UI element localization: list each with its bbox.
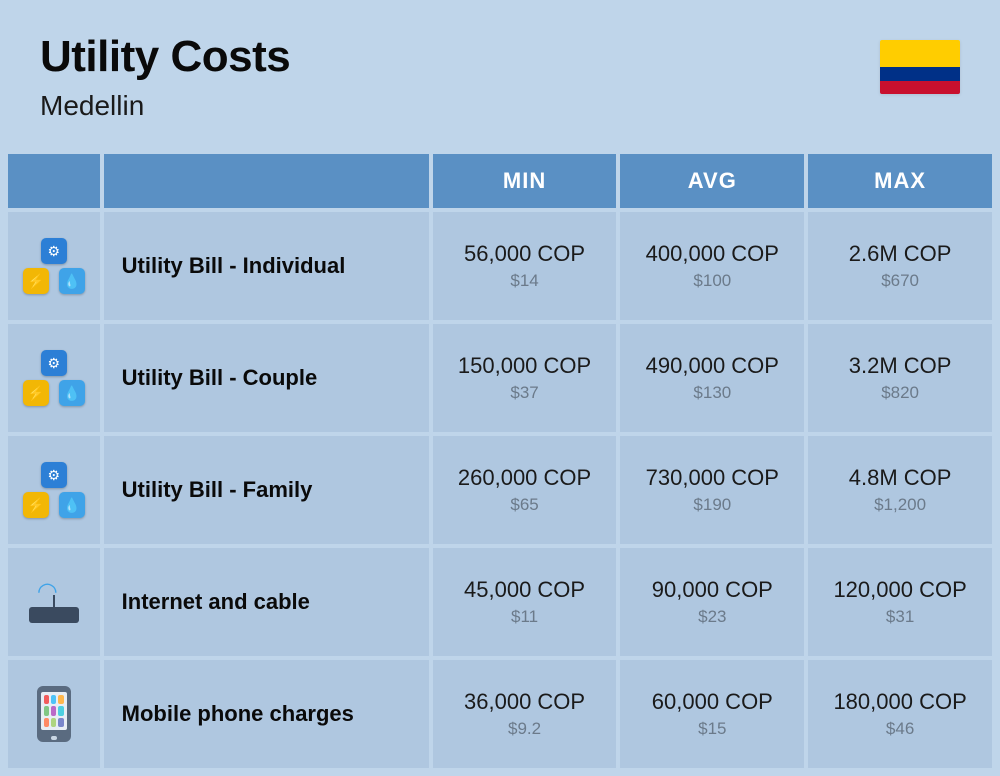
row-min-cell: 45,000 COP $11 [433, 548, 617, 656]
avg-primary: 730,000 COP [628, 465, 796, 491]
row-avg-cell: 60,000 COP $15 [620, 660, 804, 768]
min-secondary: $37 [441, 383, 609, 403]
row-label: Utility Bill - Family [112, 477, 421, 503]
router-icon: ◠ [23, 577, 85, 627]
row-label-cell: Utility Bill - Family [104, 436, 429, 544]
max-secondary: $670 [816, 271, 984, 291]
plug-icon: ⚡ [23, 492, 49, 518]
gear-icon: ⚙ [41, 350, 67, 376]
min-secondary: $14 [441, 271, 609, 291]
avg-primary: 90,000 COP [628, 577, 796, 603]
table-row: ⚙ ⚡ 💧 Utility Bill - Couple 150,000 COP $37 49… [8, 324, 992, 432]
header-blank-label [104, 154, 429, 208]
min-secondary: $65 [441, 495, 609, 515]
max-primary: 3.2M COP [816, 353, 984, 379]
row-icon-cell: ⚙ ⚡ 💧 [8, 212, 100, 320]
row-label: Utility Bill - Couple [112, 365, 421, 391]
avg-primary: 490,000 COP [628, 353, 796, 379]
min-primary: 56,000 COP [441, 241, 609, 267]
row-avg-cell: 490,000 COP $130 [620, 324, 804, 432]
row-min-cell: 56,000 COP $14 [433, 212, 617, 320]
header-avg: AVG [620, 154, 804, 208]
row-icon-cell: ◠ [8, 548, 100, 656]
flag-stripe-bot [880, 81, 960, 95]
min-primary: 260,000 COP [441, 465, 609, 491]
flag-stripe-top [880, 40, 960, 67]
water-icon: 💧 [59, 380, 85, 406]
max-secondary: $820 [816, 383, 984, 403]
max-secondary: $31 [816, 607, 984, 627]
row-max-cell: 3.2M COP $820 [808, 324, 992, 432]
avg-secondary: $130 [628, 383, 796, 403]
table-header-row: MIN AVG MAX [8, 154, 992, 208]
row-label-cell: Mobile phone charges [104, 660, 429, 768]
row-min-cell: 150,000 COP $37 [433, 324, 617, 432]
avg-secondary: $100 [628, 271, 796, 291]
min-primary: 45,000 COP [441, 577, 609, 603]
min-primary: 150,000 COP [441, 353, 609, 379]
costs-table: MIN AVG MAX ⚙ ⚡ 💧 Utility Bill - Individual… [0, 150, 1000, 772]
row-icon-cell [8, 660, 100, 768]
plug-icon: ⚡ [23, 268, 49, 294]
row-min-cell: 36,000 COP $9.2 [433, 660, 617, 768]
header: Utility Costs Medellin [0, 0, 1000, 150]
row-avg-cell: 90,000 COP $23 [620, 548, 804, 656]
utility-icon: ⚙ ⚡ 💧 [23, 238, 85, 294]
min-secondary: $9.2 [441, 719, 609, 739]
row-max-cell: 4.8M COP $1,200 [808, 436, 992, 544]
flag-stripe-mid [880, 67, 960, 81]
page-subtitle: Medellin [40, 90, 960, 122]
water-icon: 💧 [59, 268, 85, 294]
min-primary: 36,000 COP [441, 689, 609, 715]
min-secondary: $11 [441, 607, 609, 627]
header-min: MIN [433, 154, 617, 208]
row-avg-cell: 730,000 COP $190 [620, 436, 804, 544]
plug-icon: ⚡ [23, 380, 49, 406]
row-label: Internet and cable [112, 589, 421, 615]
page: Utility Costs Medellin MIN AVG MAX ⚙ ⚡ 💧 Ut… [0, 0, 1000, 776]
max-primary: 2.6M COP [816, 241, 984, 267]
row-avg-cell: 400,000 COP $100 [620, 212, 804, 320]
row-label: Mobile phone charges [112, 701, 421, 727]
page-title: Utility Costs [40, 32, 960, 82]
max-primary: 4.8M COP [816, 465, 984, 491]
water-icon: 💧 [59, 492, 85, 518]
table-row: ◠ Internet and cable 45,000 COP $11 90,000 C… [8, 548, 992, 656]
row-label-cell: Utility Bill - Individual [104, 212, 429, 320]
header-max: MAX [808, 154, 992, 208]
table-row: Mobile phone charges 36,000 COP $9.2 60,000… [8, 660, 992, 768]
gear-icon: ⚙ [41, 238, 67, 264]
row-max-cell: 2.6M COP $670 [808, 212, 992, 320]
header-blank-icon [8, 154, 100, 208]
table-row: ⚙ ⚡ 💧 Utility Bill - Family 260,000 COP $65 73… [8, 436, 992, 544]
table-row: ⚙ ⚡ 💧 Utility Bill - Individual 56,000 COP $1… [8, 212, 992, 320]
max-primary: 180,000 COP [816, 689, 984, 715]
gear-icon: ⚙ [41, 462, 67, 488]
avg-secondary: $15 [628, 719, 796, 739]
max-secondary: $46 [816, 719, 984, 739]
row-min-cell: 260,000 COP $65 [433, 436, 617, 544]
row-max-cell: 180,000 COP $46 [808, 660, 992, 768]
avg-primary: 400,000 COP [628, 241, 796, 267]
avg-primary: 60,000 COP [628, 689, 796, 715]
max-secondary: $1,200 [816, 495, 984, 515]
max-primary: 120,000 COP [816, 577, 984, 603]
row-label-cell: Utility Bill - Couple [104, 324, 429, 432]
row-label: Utility Bill - Individual [112, 253, 421, 279]
utility-icon: ⚙ ⚡ 💧 [23, 350, 85, 406]
row-icon-cell: ⚙ ⚡ 💧 [8, 324, 100, 432]
utility-icon: ⚙ ⚡ 💧 [23, 462, 85, 518]
phone-icon [37, 686, 71, 742]
avg-secondary: $190 [628, 495, 796, 515]
avg-secondary: $23 [628, 607, 796, 627]
row-max-cell: 120,000 COP $31 [808, 548, 992, 656]
colombia-flag-icon [880, 40, 960, 94]
row-icon-cell: ⚙ ⚡ 💧 [8, 436, 100, 544]
row-label-cell: Internet and cable [104, 548, 429, 656]
